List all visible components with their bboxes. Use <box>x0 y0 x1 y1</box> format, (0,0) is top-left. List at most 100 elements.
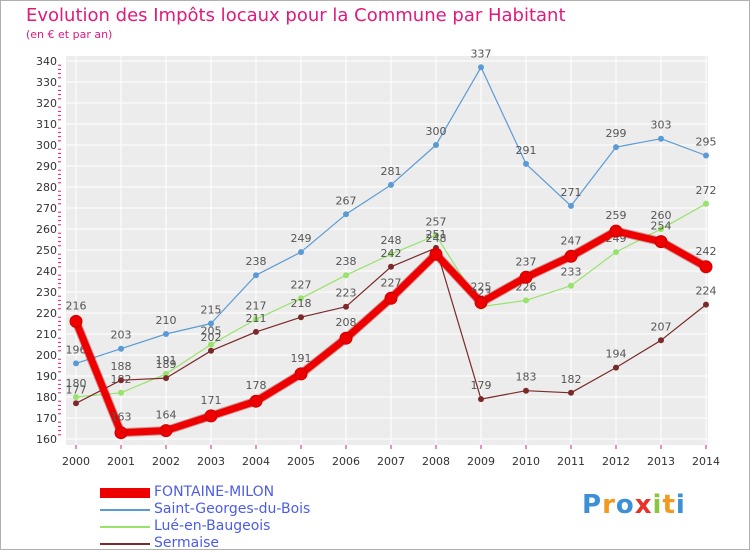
data-point <box>613 364 619 371</box>
x-tick-label: 2012 <box>602 455 630 468</box>
data-point <box>73 400 79 407</box>
data-point <box>523 387 529 394</box>
data-label: 177 <box>66 383 87 396</box>
data-label: 182 <box>561 373 582 386</box>
x-tick-label: 2004 <box>242 455 270 468</box>
data-point <box>69 314 83 328</box>
data-point <box>298 295 304 302</box>
data-point <box>163 331 169 337</box>
data-label: 248 <box>426 232 447 245</box>
data-point <box>294 367 308 381</box>
y-tick-label: 250 <box>36 244 57 257</box>
data-point <box>478 64 484 71</box>
data-point <box>343 211 349 218</box>
data-label: 171 <box>201 394 222 407</box>
logo-letter: o <box>615 490 635 520</box>
data-point <box>163 370 169 377</box>
data-point <box>433 232 439 239</box>
data-label: 267 <box>336 194 357 207</box>
data-label: 337 <box>471 47 492 60</box>
data-label: 189 <box>156 358 177 371</box>
data-label: 303 <box>651 119 672 132</box>
logo-letter: P <box>582 490 603 520</box>
logo-letter: i <box>652 490 663 520</box>
x-tick-label: 2014 <box>692 455 720 468</box>
y-tick-label: 310 <box>36 118 57 131</box>
proxiti-logo: Proxiti <box>582 490 686 520</box>
data-point <box>114 426 128 440</box>
data-point <box>298 314 304 321</box>
chart-subtitle: (en € et par an) <box>26 28 113 41</box>
x-tick-label: 2011 <box>557 455 585 468</box>
data-point <box>253 328 259 335</box>
data-point <box>73 394 79 400</box>
data-point <box>703 200 709 207</box>
data-label: 225 <box>471 281 492 294</box>
data-label: 254 <box>651 220 672 233</box>
data-label: 238 <box>336 255 357 268</box>
data-label: 179 <box>471 379 492 392</box>
data-label: 180 <box>66 377 87 390</box>
y-tick-label: 280 <box>36 181 57 194</box>
data-label: 217 <box>246 299 267 312</box>
data-point <box>208 347 214 354</box>
y-tick-label: 200 <box>36 349 57 362</box>
y-tick-label: 160 <box>36 433 57 446</box>
data-point <box>208 341 214 348</box>
data-label: 227 <box>291 278 312 291</box>
chart-title: Evolution des Impôts locaux pour la Comm… <box>26 5 566 26</box>
data-label: 259 <box>606 209 627 222</box>
data-point <box>253 272 259 279</box>
data-label: 238 <box>246 255 267 268</box>
data-label: 257 <box>426 215 447 228</box>
data-point <box>118 377 124 384</box>
data-point <box>339 331 353 345</box>
data-label: 202 <box>201 331 222 344</box>
data-label: 188 <box>111 360 132 373</box>
legend-swatch <box>100 526 150 528</box>
data-label: 215 <box>201 304 222 317</box>
y-tick-label: 300 <box>36 139 57 152</box>
data-point <box>204 409 218 423</box>
data-point <box>118 345 124 352</box>
x-tick-label: 2002 <box>152 455 180 468</box>
x-tick-label: 2006 <box>332 455 360 468</box>
data-point <box>249 394 263 408</box>
data-label: 237 <box>516 255 537 268</box>
data-point <box>159 424 173 438</box>
data-label: 164 <box>156 409 177 422</box>
data-label: 211 <box>246 312 267 325</box>
data-label: 194 <box>606 348 627 361</box>
data-point <box>613 249 619 256</box>
data-point <box>384 291 398 305</box>
y-tick-label: 290 <box>36 160 57 173</box>
y-tick-label: 260 <box>36 223 57 236</box>
data-label: 251 <box>426 228 447 241</box>
x-tick-label: 2008 <box>422 455 450 468</box>
y-tick-label: 230 <box>36 286 57 299</box>
data-label: 271 <box>561 186 582 199</box>
data-point <box>568 282 574 289</box>
x-tick-label: 2003 <box>197 455 225 468</box>
data-label: 260 <box>651 209 672 222</box>
y-tick-label: 340 <box>36 55 57 68</box>
data-point <box>478 396 484 403</box>
y-tick-label: 270 <box>36 202 57 215</box>
data-point <box>658 337 664 344</box>
data-label: 281 <box>381 165 402 178</box>
y-tick-label: 240 <box>36 265 57 278</box>
data-label: 205 <box>201 325 222 338</box>
data-point <box>703 152 709 159</box>
logo-letter: r <box>602 490 616 520</box>
x-tick-label: 2000 <box>62 455 90 468</box>
data-label: 295 <box>696 136 717 149</box>
data-point <box>163 375 169 382</box>
data-label: 299 <box>606 127 627 140</box>
data-label: 203 <box>111 329 132 342</box>
data-label: 224 <box>696 285 717 298</box>
legend-label: Sermaise <box>154 535 220 551</box>
y-tick-label: 170 <box>36 412 57 425</box>
data-label: 223 <box>336 287 357 300</box>
data-point <box>523 160 529 167</box>
